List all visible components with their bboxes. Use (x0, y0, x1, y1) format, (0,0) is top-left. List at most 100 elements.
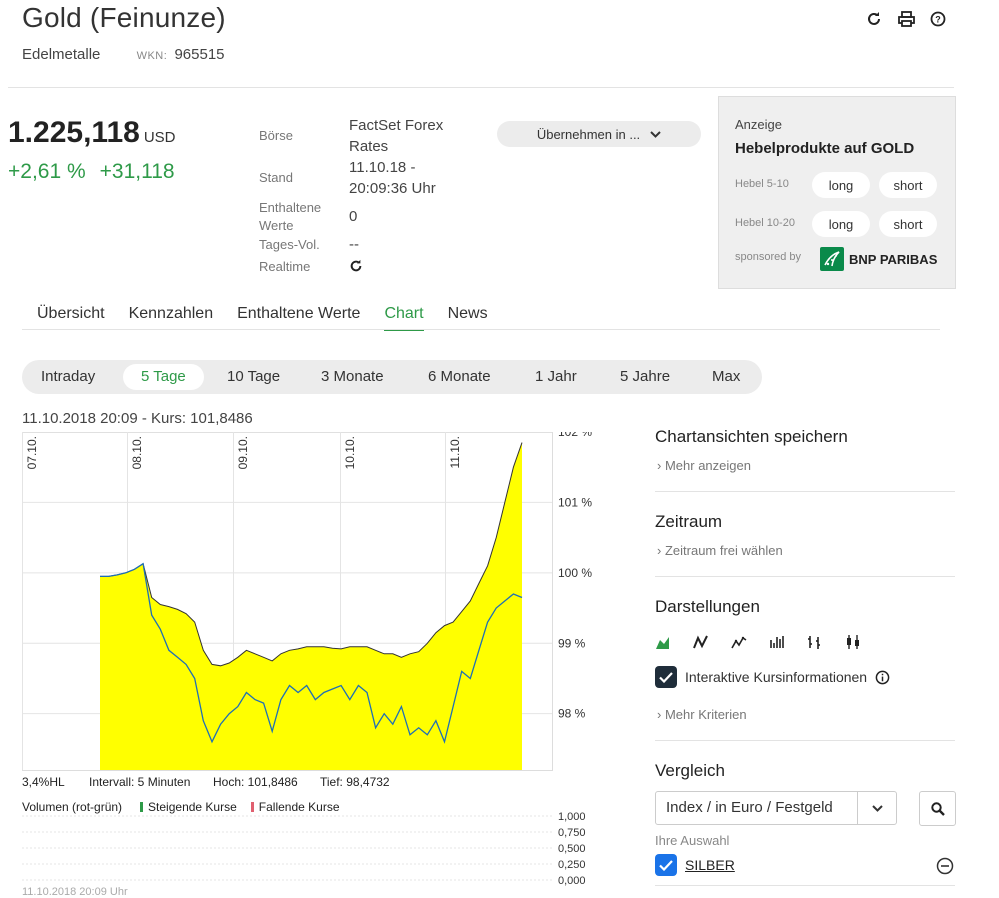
more-criteria-link[interactable]: › Mehr Kriterien (657, 707, 747, 722)
x-tick-label: 10.10. (343, 436, 357, 469)
chevron-right-icon: › (657, 707, 662, 722)
rising-label: Steigende Kurse (148, 800, 237, 814)
silber-link[interactable]: SILBER (685, 857, 735, 873)
more-link-label: Mehr anzeigen (664, 458, 751, 473)
divider (8, 87, 954, 88)
enthaltene-label: Enthaltene Werte (259, 199, 321, 235)
volume-tick-label: 0,750 (558, 827, 586, 839)
divider (655, 491, 955, 492)
bar-chart-icon[interactable] (769, 634, 785, 650)
y-tick-label: 101 % (558, 495, 592, 509)
ohlc-chart-icon[interactable] (807, 634, 823, 650)
period-selector: Intraday 5 Tage 10 Tage 3 Monate 6 Monat… (22, 360, 762, 394)
price-chart[interactable]: 07.10. 08.10. 09.10. 10.10. 11.10. 102 % 101 … (22, 432, 600, 774)
enthaltene-label-line2: Werte (259, 218, 294, 233)
stand-value-line2: 20:09:36 Uhr (349, 180, 436, 197)
ad-title: Hebelprodukte auf GOLD (735, 140, 915, 157)
price-value: 1.225,118 (8, 116, 140, 149)
boerse-value-line2: Rates (349, 138, 389, 155)
y-tick-label: 98 % (558, 707, 586, 721)
ad-row1-label: Hebel 5-10 (735, 178, 789, 190)
area-chart-icon[interactable] (655, 634, 671, 650)
long-button-10-20[interactable]: long (812, 211, 870, 237)
chevron-down-icon (650, 130, 661, 138)
period-title: Zeitraum (655, 512, 723, 531)
refresh-icon[interactable] (865, 10, 883, 28)
tab-news[interactable]: News (447, 305, 488, 322)
volume-tick-label: 0,000 (558, 875, 586, 887)
x-tick-label: 11.10. (448, 436, 462, 468)
interactive-info-option[interactable]: Interaktive Kursinformationen (655, 666, 890, 688)
boerse-value: FactSet Forex Rates (349, 115, 443, 157)
change-percent: +2,61 % (8, 160, 86, 183)
period-max[interactable]: Max (712, 368, 741, 385)
svg-text:?: ? (935, 15, 941, 25)
stand-value: 11.10.18 - 20:09:36 Uhr (349, 157, 436, 199)
print-icon[interactable] (897, 10, 915, 28)
period-1-jahr[interactable]: 1 Jahr (535, 368, 577, 385)
period-6-monate[interactable]: 6 Monate (428, 368, 491, 385)
falling-label: Fallende Kurse (258, 800, 340, 814)
compare-select[interactable]: Index / in Euro / Festgeld (655, 791, 897, 825)
period-5-tage[interactable]: 5 Tage (123, 364, 204, 390)
chevron-right-icon: › (657, 543, 662, 558)
period-3-monate[interactable]: 3 Monate (321, 368, 384, 385)
volume-legend: Volumen (rot-grün) Steigende Kurse Falle… (22, 800, 340, 814)
mountain-line-icon[interactable] (731, 634, 747, 650)
divider (655, 885, 955, 886)
long-button-5-10[interactable]: long (812, 172, 870, 198)
chevron-right-icon: › (657, 458, 662, 473)
silber-checkbox[interactable] (655, 854, 677, 876)
change: +2,61 % +31,118 (8, 160, 189, 184)
tab-enthaltene-werte[interactable]: Enthaltene Werte (237, 305, 361, 322)
selection-item: SILBER (655, 854, 735, 876)
compare-search-button[interactable] (919, 791, 956, 826)
price-area-fill (100, 442, 522, 770)
tab-uebersicht[interactable]: Übersicht (37, 305, 105, 322)
volume-label: Volumen (rot-grün) (22, 800, 123, 814)
compare-title: Vergleich (655, 761, 725, 780)
price-area-line (100, 442, 523, 667)
x-tick-label: 09.10. (236, 436, 250, 469)
help-icon[interactable]: ? (929, 10, 947, 28)
y-tick-label: 100 % (558, 566, 592, 580)
falling-marker (250, 802, 254, 812)
tab-kennzahlen[interactable]: Kennzahlen (128, 305, 214, 322)
interactive-info-checkbox[interactable] (655, 666, 677, 688)
sponsor-name: BNP PARIBAS (849, 251, 938, 267)
x-tick-label: 08.10. (130, 436, 144, 469)
take-over-dropdown[interactable]: Übernehmen in ... (497, 121, 701, 147)
candlestick-chart-icon[interactable] (845, 634, 861, 650)
page-title: Gold (Feinunze) (22, 2, 226, 33)
compare-select-toggle[interactable] (857, 792, 896, 824)
realtime-refresh-icon[interactable] (349, 259, 363, 278)
more-link[interactable]: › Mehr anzeigen (657, 458, 751, 473)
period-intraday[interactable]: Intraday (41, 368, 96, 385)
check-icon (659, 859, 673, 871)
your-selection-label: Ihre Auswahl (655, 833, 730, 848)
short-button-10-20[interactable]: short (879, 211, 937, 237)
tagesvol-label: Tages-Vol. (259, 237, 320, 252)
short-button-5-10[interactable]: short (879, 172, 937, 198)
minus-circle-icon (936, 857, 954, 875)
compare-select-value: Index / in Euro / Festgeld (666, 799, 833, 816)
enthaltene-value: 0 (349, 208, 358, 225)
remove-selection-button[interactable] (936, 857, 954, 880)
period-10-tage[interactable]: 10 Tage (227, 368, 281, 385)
tab-chart[interactable]: Chart (384, 305, 424, 331)
tabs-divider (22, 329, 940, 330)
period-free-label: Zeitraum frei wählen (664, 543, 783, 558)
rising-marker (140, 802, 144, 812)
representations-title: Darstellungen (655, 597, 760, 616)
info-icon[interactable] (875, 670, 890, 685)
bnp-logo[interactable]: BNP PARIBAS (820, 247, 937, 271)
chevron-down-icon (871, 804, 883, 812)
period-5-jahre[interactable]: 5 Jahre (620, 368, 671, 385)
period-free-link[interactable]: › Zeitraum frei wählen (657, 543, 783, 558)
line-chart-icon[interactable] (693, 634, 709, 650)
ad-box: Anzeige Hebelprodukte auf GOLD Hebel 5-1… (718, 96, 956, 289)
stat-high: Hoch: 101,8486 (213, 775, 298, 789)
tagesvol-value: -- (349, 236, 359, 253)
boerse-value-line1: FactSet Forex (349, 117, 444, 134)
enthaltene-label-line1: Enthaltene (259, 200, 322, 215)
